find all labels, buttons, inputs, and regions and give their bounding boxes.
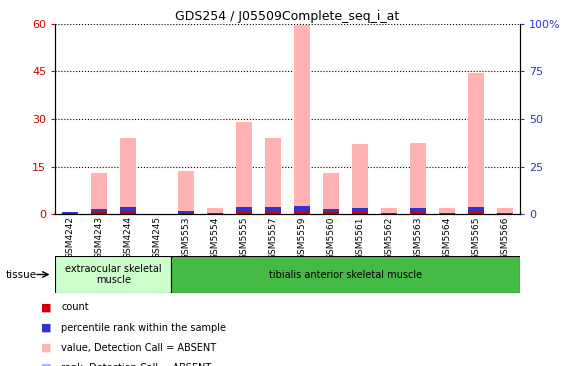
Bar [55,256,171,293]
Text: GSM5555: GSM5555 [239,216,249,260]
Bar [91,173,107,214]
Bar [178,171,194,214]
Bar [265,138,281,214]
Bar [62,213,78,214]
Bar [410,143,426,214]
Bar [265,207,281,212]
Bar [497,213,514,214]
Bar [323,212,339,214]
Bar [497,208,514,214]
Bar [323,173,339,214]
Bar [91,212,107,214]
Text: GSM5560: GSM5560 [327,216,336,260]
Bar [178,213,194,214]
Text: GSM5553: GSM5553 [181,216,191,260]
Bar [294,25,310,214]
Text: count: count [61,302,89,313]
Bar [236,122,252,214]
Bar [120,207,136,211]
Text: GSM4245: GSM4245 [152,216,162,259]
Bar [323,209,339,212]
Bar [468,73,485,214]
Text: GSM5564: GSM5564 [443,216,452,259]
Bar [352,208,368,212]
Text: ■: ■ [41,363,51,366]
Text: GSM5554: GSM5554 [210,216,220,259]
Bar [91,209,107,212]
Bar [381,213,397,214]
Bar [381,208,397,214]
Bar [120,211,136,214]
Text: value, Detection Call = ABSENT: value, Detection Call = ABSENT [61,343,216,353]
Bar [207,213,223,214]
Bar [265,212,281,214]
Text: GSM4242: GSM4242 [65,216,74,259]
Text: GSM5566: GSM5566 [501,216,510,260]
Bar [352,144,368,214]
Text: GSM5562: GSM5562 [385,216,394,259]
Bar [439,213,456,214]
Text: tissue: tissue [6,269,37,280]
Bar [120,138,136,214]
Bar [294,206,310,212]
Bar [236,212,252,214]
Bar [410,212,426,214]
Bar [352,212,368,214]
Text: GSM5559: GSM5559 [297,216,307,260]
Bar [468,207,485,212]
Bar [294,212,310,214]
Text: ■: ■ [41,322,51,333]
Text: GSM5561: GSM5561 [356,216,365,260]
Title: GDS254 / J05509Complete_seq_i_at: GDS254 / J05509Complete_seq_i_at [175,10,400,23]
Bar [62,212,78,213]
Bar [207,208,223,214]
Bar [439,208,456,214]
Bar [62,213,78,214]
Text: GSM5557: GSM5557 [268,216,278,260]
Text: percentile rank within the sample: percentile rank within the sample [61,322,226,333]
Bar [468,212,485,214]
Bar [178,211,194,213]
Text: ■: ■ [41,343,51,353]
Text: GSM4244: GSM4244 [123,216,132,259]
Text: extraocular skeletal
muscle: extraocular skeletal muscle [65,264,162,285]
Bar [236,207,252,212]
Bar [410,208,426,212]
Text: GSM5563: GSM5563 [414,216,423,260]
Text: ■: ■ [41,302,51,313]
Text: tibialis anterior skeletal muscle: tibialis anterior skeletal muscle [269,269,422,280]
Text: GSM5565: GSM5565 [472,216,481,260]
Bar [171,256,520,293]
Text: rank, Detection Call = ABSENT: rank, Detection Call = ABSENT [61,363,211,366]
Text: GSM4243: GSM4243 [94,216,103,259]
